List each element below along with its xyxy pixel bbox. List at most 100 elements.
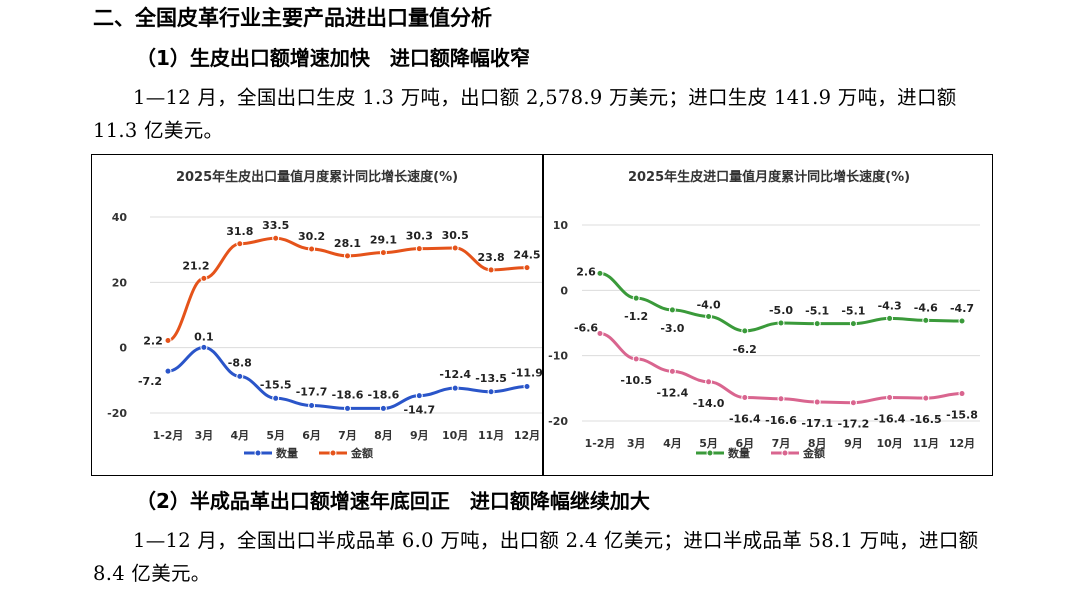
legend-label: 数量	[728, 446, 750, 460]
data-label: -11.9	[511, 367, 542, 380]
data-point	[272, 394, 280, 402]
data-point	[487, 266, 495, 274]
data-point	[886, 314, 894, 322]
x-tick-label: 12月	[514, 429, 540, 442]
data-point	[741, 393, 749, 401]
data-point	[379, 249, 387, 257]
data-point	[958, 317, 966, 325]
data-label: 30.5	[442, 229, 469, 242]
data-label: -18.6	[368, 388, 400, 401]
data-label: -16.4	[874, 412, 906, 425]
data-point	[164, 336, 172, 344]
data-label: -14.7	[403, 404, 435, 417]
y-tick-label: 0	[119, 342, 127, 355]
data-label: -18.6	[332, 388, 364, 401]
x-tick-label: 4月	[230, 429, 249, 442]
data-point	[308, 401, 316, 409]
x-tick-label: 12月	[949, 437, 975, 450]
data-point	[164, 367, 172, 375]
data-point	[958, 390, 966, 398]
data-label: -17.1	[801, 417, 833, 430]
y-tick-label: -10	[548, 350, 568, 363]
data-point	[705, 378, 713, 386]
data-point	[668, 367, 676, 375]
data-point	[523, 383, 531, 391]
legend-label: 金额	[350, 446, 373, 460]
data-label: 30.2	[298, 230, 325, 243]
data-point	[886, 393, 894, 401]
legend-marker	[254, 449, 262, 457]
data-point	[236, 372, 244, 380]
chart-raw-hide-export: 2025年生皮出口量值月度累计同比增长速度(%) -20 0 20 40 1-2月 3月 4月…	[107, 169, 542, 460]
x-tick-label: 4月	[663, 437, 682, 450]
x-tick-label: 6月	[302, 429, 321, 442]
x-tick-label: 9月	[844, 437, 863, 450]
data-point	[849, 320, 857, 328]
data-label: 28.1	[334, 237, 361, 250]
data-label: 2.2	[143, 334, 163, 347]
data-label: 33.5	[262, 219, 289, 232]
data-label: -13.5	[475, 372, 507, 385]
data-label: -4.7	[950, 302, 974, 315]
data-point	[236, 240, 244, 248]
data-label: -4.0	[697, 298, 721, 311]
x-tick-label: 10月	[876, 437, 902, 450]
data-point	[415, 245, 423, 253]
data-point	[922, 316, 930, 324]
paragraph-semi-finished: 1—12 月，全国出口半成品革 6.0 万吨，出口额 2.4 亿美元；进口半成品…	[93, 529, 979, 585]
legend-label: 金额	[802, 446, 825, 460]
data-label: -17.7	[296, 385, 328, 398]
data-point	[777, 319, 785, 327]
data-label: -10.5	[620, 374, 652, 387]
x-tick-label: 8月	[374, 429, 393, 442]
data-point	[344, 404, 351, 412]
y-tick-label: 40	[112, 211, 128, 224]
chart-divider	[542, 155, 544, 475]
x-tick-label: 9月	[410, 429, 429, 442]
y-tick-label: -20	[107, 407, 127, 420]
legend-marker	[706, 449, 714, 457]
data-point	[200, 343, 208, 351]
data-point	[741, 327, 749, 335]
data-label: -16.6	[765, 414, 797, 427]
data-point	[415, 392, 423, 400]
data-point	[668, 306, 676, 314]
data-label: 21.2	[182, 259, 209, 272]
data-point	[813, 398, 821, 406]
data-point	[379, 404, 387, 412]
data-label: -16.5	[910, 413, 942, 426]
x-tick-label: 3月	[195, 429, 214, 442]
data-point	[344, 252, 351, 260]
data-label: -6.2	[733, 343, 757, 356]
data-label: -16.4	[729, 412, 761, 425]
data-point	[451, 384, 459, 392]
data-point	[705, 312, 713, 320]
data-label: 0.1	[194, 330, 214, 343]
subsection-heading-semi-finished: （2）半成品革出口额增速年底回正 进口额降幅继续加大	[136, 485, 650, 514]
paragraph-raw-hide: 1—12 月，全国出口生皮 1.3 万吨，出口额 2,578.9 万美元；进口生…	[93, 86, 957, 142]
data-point	[487, 388, 495, 396]
x-tick-label: 1-2月	[585, 437, 616, 450]
x-tick-label: 1-2月	[153, 429, 184, 442]
data-label: -3.0	[660, 322, 684, 335]
data-label: -15.8	[946, 409, 978, 422]
data-label: 29.1	[370, 234, 397, 247]
data-point	[451, 244, 459, 252]
x-tick-label: 6月	[735, 437, 754, 450]
data-label: -4.3	[878, 299, 902, 312]
data-label: -17.2	[838, 418, 870, 431]
data-label: -6.6	[574, 321, 598, 334]
data-label: -12.4	[439, 368, 471, 381]
legend-marker	[329, 449, 337, 457]
data-label: 23.8	[478, 251, 505, 264]
chart-raw-hide-import: 2025年生皮进口量值月度累计同比增长速度(%) -20 -10 0 10 1-2月 3月 4…	[548, 169, 980, 460]
x-tick-label: 5月	[699, 437, 718, 450]
data-point	[523, 264, 531, 272]
data-point	[596, 329, 604, 337]
legend-label: 数量	[276, 446, 298, 460]
data-point	[632, 355, 640, 363]
x-tick-label: 10月	[442, 429, 468, 442]
data-label: 24.5	[513, 249, 540, 262]
legend-marker	[781, 449, 789, 457]
data-point	[813, 320, 821, 328]
